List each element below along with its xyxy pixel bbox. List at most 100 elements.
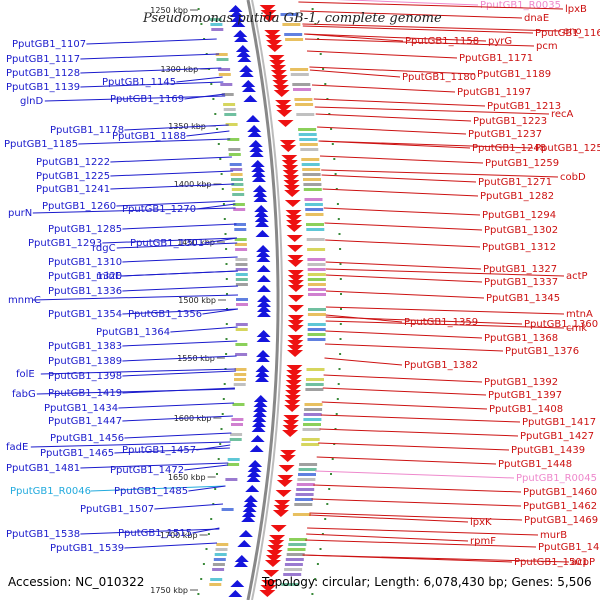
gene-label-left: PputGB1_1320 xyxy=(48,271,122,282)
label-leader xyxy=(30,441,231,448)
cog-block xyxy=(284,568,303,571)
plus-gene-arrow xyxy=(254,215,269,222)
cog-block xyxy=(235,273,248,276)
minus-gene-arrow xyxy=(285,380,302,387)
minus-gene-arrow xyxy=(287,325,304,332)
cog-block xyxy=(306,238,325,241)
plus-gene-arrow xyxy=(248,140,263,147)
minus-gene-arrow xyxy=(268,540,285,547)
minus-gene-arrow xyxy=(278,465,295,472)
cog-block xyxy=(235,343,248,346)
label-leader xyxy=(78,138,231,145)
tick-dot xyxy=(225,248,228,250)
label-leader xyxy=(325,274,483,283)
gene-label-right: PputGB1_1213 xyxy=(487,101,561,112)
kbp-tick-label: 1600 kbp xyxy=(174,414,212,423)
label-leader xyxy=(321,401,488,410)
label-leader xyxy=(114,447,230,454)
minus-gene-arrow xyxy=(282,170,299,177)
cog-block xyxy=(229,438,242,441)
cog-block xyxy=(220,83,233,86)
minus-gene-arrow xyxy=(285,385,302,392)
backbone-inner xyxy=(246,0,280,600)
kbp-tick-label: 1400 kbp xyxy=(174,180,212,189)
minus-gene-arrow xyxy=(276,480,293,487)
tick-dot xyxy=(224,233,227,235)
label-leader xyxy=(318,442,510,451)
plus-gene-arrow xyxy=(243,495,258,502)
plus-gene-arrow xyxy=(239,65,254,72)
tick-dot xyxy=(339,278,342,280)
gene-label-left: PputGB1_1128 xyxy=(6,68,80,79)
cog-block xyxy=(231,423,243,426)
tick-dot xyxy=(200,578,203,580)
plus-gene-arrow xyxy=(229,10,244,17)
tick-dot xyxy=(335,413,338,415)
minus-gene-arrow xyxy=(286,370,303,377)
cog-block xyxy=(215,53,228,56)
cog-block xyxy=(290,68,309,71)
cog-block xyxy=(301,158,320,161)
label-leader xyxy=(319,428,519,437)
tick-dot xyxy=(212,503,215,505)
gene-label-right: cobD xyxy=(560,172,586,183)
label-leader xyxy=(32,207,236,214)
cog-block xyxy=(307,283,326,286)
plus-gene-arrow xyxy=(253,400,268,407)
cog-block xyxy=(303,423,321,426)
label-leader xyxy=(116,200,236,207)
label-leader xyxy=(304,38,535,47)
tick-dot xyxy=(197,8,200,10)
minus-gene-arrow xyxy=(279,455,296,462)
cog-block xyxy=(230,168,243,171)
gene-label-right: pcm xyxy=(536,41,558,52)
plus-gene-arrow xyxy=(230,580,245,587)
plus-gene-arrow xyxy=(252,415,267,422)
tick-dot xyxy=(225,278,228,280)
plus-gene-arrow xyxy=(249,445,264,452)
tick-dot xyxy=(336,203,339,205)
kbp-tick-label: 1700 kbp xyxy=(160,531,198,540)
minus-gene-arrow xyxy=(281,155,298,162)
tick-dot xyxy=(324,518,327,520)
label-leader xyxy=(307,527,539,536)
plus-gene-arrow xyxy=(231,20,246,27)
label-leader xyxy=(298,1,564,10)
minus-gene-arrow xyxy=(273,505,290,512)
cog-block xyxy=(209,18,222,21)
cog-block xyxy=(307,323,326,326)
gene-label-right: PputGB1_1312 xyxy=(482,242,556,253)
label-leader xyxy=(323,207,481,216)
cog-block xyxy=(221,93,234,96)
tick-dot xyxy=(221,188,224,190)
tick-dot xyxy=(214,113,217,115)
plus-gene-arrow xyxy=(233,560,248,567)
cog-block xyxy=(216,58,229,61)
label-leader xyxy=(325,261,482,270)
tick-dot xyxy=(210,83,213,85)
tick-dot xyxy=(205,548,208,550)
gene-label-left: PputGB1_1507 xyxy=(80,504,154,515)
gene-label-left: PputGB1_1539 xyxy=(50,543,124,554)
minus-gene-arrow xyxy=(261,15,278,22)
plus-gene-arrow xyxy=(253,405,268,412)
label-leader xyxy=(322,188,479,197)
tick-dot xyxy=(331,458,334,460)
gene-label-left: PputGB1_1383 xyxy=(48,341,122,352)
minus-gene-arrow xyxy=(287,350,304,357)
label-leader xyxy=(122,387,235,394)
cog-block xyxy=(305,213,324,216)
minus-gene-arrow xyxy=(282,420,299,427)
cog-block xyxy=(287,548,306,551)
gene-label-left: folE xyxy=(16,369,35,380)
cog-block xyxy=(297,478,316,481)
label-leader xyxy=(311,498,522,507)
minus-gene-arrow xyxy=(285,215,302,222)
gene-label-left: PputGB1_1336 xyxy=(48,286,122,297)
minus-gene-arrow xyxy=(273,90,290,97)
gene-label-left: PputGB1_1107 xyxy=(12,39,86,50)
cog-block xyxy=(294,498,313,501)
gene-label-right: PputGB1_1417 xyxy=(522,417,596,428)
cog-block xyxy=(296,488,315,491)
minus-gene-arrow xyxy=(287,275,304,282)
